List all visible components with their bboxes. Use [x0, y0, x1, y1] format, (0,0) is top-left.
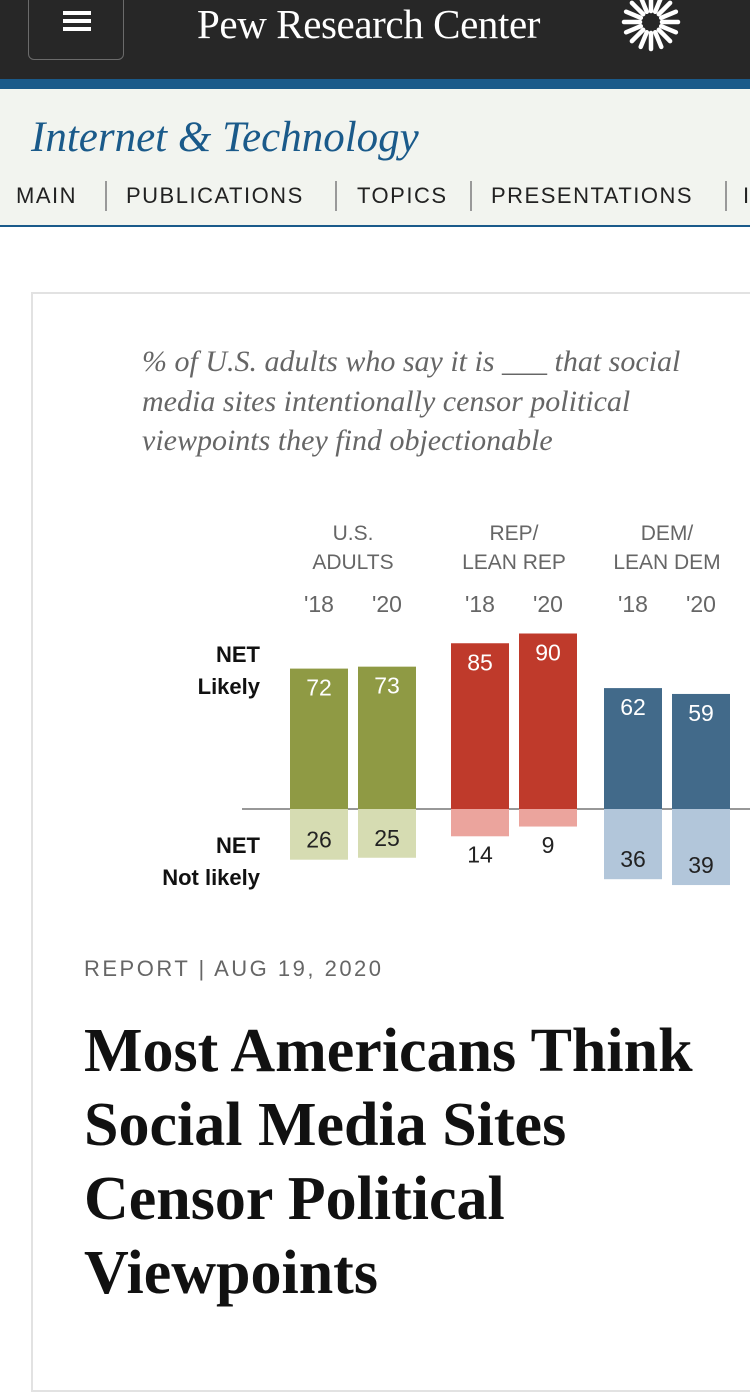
bar-net-likely: [604, 688, 662, 809]
site-brand[interactable]: Pew Research Center: [197, 1, 541, 47]
bar-net-likely: [358, 666, 416, 809]
hamburger-menu-icon[interactable]: [28, 0, 124, 60]
header-accent-band: [0, 79, 750, 89]
group-label: REP/: [489, 522, 538, 545]
bar-net-likely: [519, 633, 577, 809]
data-label-net-not-likely: 39: [688, 852, 714, 878]
year-tick-label: '18: [465, 591, 495, 617]
nav-divider: [105, 181, 107, 211]
group-label: DEM/: [641, 522, 694, 545]
data-label-net-not-likely: 36: [620, 846, 646, 872]
group-label: U.S.: [333, 522, 374, 545]
bar-net-likely: [451, 643, 509, 809]
year-tick-label: '20: [372, 591, 402, 617]
data-label-net-not-likely: 9: [542, 832, 555, 858]
data-label-net-not-likely: 25: [374, 825, 400, 851]
group-label: ADULTS: [312, 551, 393, 574]
nav-divider: [335, 181, 337, 211]
article-headline[interactable]: Most Americans Think Social Media Sites …: [84, 1017, 693, 1307]
group-label: LEAN DEM: [613, 551, 720, 574]
section-title[interactable]: Internet & Technology: [31, 114, 419, 161]
year-tick-label: '18: [304, 591, 334, 617]
bar-chart: NET Likely NET Not likely U.S. ADULTS '18 72 26 '…: [162, 522, 750, 890]
row-label-net-not-likely: NET: [216, 833, 261, 858]
bar-net-likely: [290, 668, 348, 809]
row-label-net-likely: Likely: [198, 674, 261, 699]
year-tick-label: '20: [686, 591, 716, 617]
data-label-net-likely: 90: [535, 640, 561, 666]
nav-item-publications[interactable]: PUBLICATIONS: [126, 183, 304, 208]
data-label-net-not-likely: 14: [467, 841, 493, 867]
data-label-net-likely: 73: [374, 673, 400, 699]
bar-net-not-likely: [519, 809, 577, 827]
year-tick-label: '18: [618, 591, 648, 617]
bar-net-not-likely: [451, 809, 509, 837]
bar-net-likely: [672, 693, 730, 809]
report-meta: REPORT | AUG 19, 2020: [84, 956, 384, 981]
data-label-net-not-likely: 26: [306, 827, 332, 853]
nav-item-main[interactable]: MAIN: [16, 183, 77, 208]
data-label-net-likely: 85: [467, 649, 493, 675]
bar-net-not-likely: [604, 809, 662, 880]
group-label: LEAN REP: [462, 551, 566, 574]
bar-net-not-likely: [672, 809, 730, 886]
year-tick-label: '20: [533, 591, 563, 617]
nav-item-truncated[interactable]: I: [743, 183, 750, 208]
row-label-net-likely: NET: [216, 642, 261, 667]
bar-net-not-likely: [290, 809, 348, 860]
data-label-net-likely: 62: [620, 694, 646, 720]
sunburst-logo-icon[interactable]: [612, 0, 690, 58]
data-label-net-likely: 59: [688, 700, 714, 726]
nav-divider: [470, 181, 472, 211]
top-bar: Pew Research Center: [0, 0, 750, 79]
row-label-net-not-likely: Not likely: [162, 865, 261, 890]
nav-item-presentations[interactable]: PRESENTATIONS: [491, 183, 694, 208]
bar-net-not-likely: [358, 809, 416, 858]
chart-title: % of U.S. adults who say it is ___ that …: [142, 345, 681, 457]
section-header: Internet & Technology MAIN PUBLICATIONS …: [0, 89, 750, 227]
nav-item-topics[interactable]: TOPICS: [357, 183, 448, 208]
nav-divider: [725, 181, 727, 211]
data-label-net-likely: 72: [306, 675, 332, 701]
